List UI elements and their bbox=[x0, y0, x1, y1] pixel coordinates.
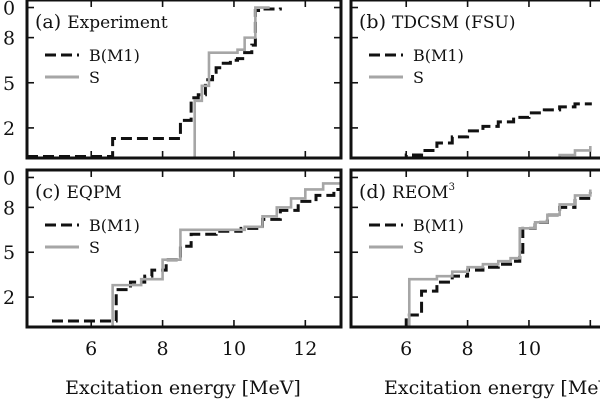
panel-letter: (b) bbox=[359, 11, 392, 33]
panel-letter: (c) bbox=[35, 181, 67, 203]
plot-frame bbox=[349, 0, 600, 160]
series-bm1-line bbox=[351, 102, 592, 158]
legend-label-bm1: B(M1) bbox=[413, 46, 464, 65]
legend-label-s: S bbox=[413, 238, 424, 257]
plot-frame bbox=[349, 168, 600, 329]
x-tick-label: 10 bbox=[222, 338, 246, 360]
legend-label-s: S bbox=[89, 238, 100, 257]
x-tick-label-right: 8 bbox=[462, 338, 474, 360]
series-s-line bbox=[27, 6, 270, 158]
panel-title: (a) Experiment bbox=[35, 11, 168, 33]
panel-d: (d) REOM3 B(M1) S bbox=[349, 168, 600, 329]
panel-title: (d) REOM3 bbox=[359, 181, 455, 203]
y-tick-label: 2 bbox=[3, 118, 15, 140]
series-bm1-line bbox=[51, 183, 341, 323]
panel-title: (b) TDCSM (FSU) bbox=[359, 11, 516, 33]
series-bm1-line bbox=[27, 7, 282, 158]
x-tick-label: 6 bbox=[85, 338, 97, 360]
panel-name: Experiment bbox=[67, 13, 168, 33]
legend-label-s: S bbox=[413, 68, 424, 87]
x-axis-label-left: Excitation energy [MeV] bbox=[65, 377, 301, 399]
x-tick-label-right: 10 bbox=[517, 338, 541, 360]
panel-a: (a) Experiment B(M1) S bbox=[25, 0, 343, 160]
x-axis-group: Excitation energy [MeV] Excitation energ… bbox=[65, 377, 600, 399]
series-s-line bbox=[387, 189, 592, 327]
x-tick-label-right: 6 bbox=[400, 338, 412, 360]
series-group bbox=[351, 102, 592, 158]
panel-letter: (d) bbox=[359, 181, 392, 203]
panel-b: (b) TDCSM (FSU) B(M1) S bbox=[349, 0, 600, 160]
x-tick-label: 8 bbox=[157, 338, 169, 360]
panel-name-superscript: 3 bbox=[449, 182, 455, 193]
plot-frame bbox=[25, 0, 343, 160]
y-tick-label: 5 bbox=[3, 242, 15, 264]
series-group bbox=[27, 6, 282, 158]
panel-title: (c) EQPM bbox=[35, 181, 122, 203]
y-tick-label: 5 bbox=[3, 73, 15, 95]
series-bm1-line bbox=[387, 192, 592, 327]
y-tick-label: 8 bbox=[3, 197, 15, 219]
legend-label-bm1: B(M1) bbox=[413, 216, 464, 235]
legend-label-s: S bbox=[89, 68, 100, 87]
panel-name: EQPM bbox=[67, 183, 122, 203]
series-s-line bbox=[51, 180, 341, 327]
legend-label-bm1: B(M1) bbox=[89, 46, 140, 65]
panel-name: REOM bbox=[392, 183, 449, 203]
y-tick-label: 0 bbox=[3, 0, 15, 20]
panel-name: TDCSM (FSU) bbox=[392, 13, 515, 33]
series-group bbox=[387, 189, 592, 327]
panel-letter: (a) bbox=[35, 11, 67, 33]
x-tick-label: 12 bbox=[293, 338, 317, 360]
plot-frame bbox=[25, 168, 343, 329]
panel-c: (c) EQPM B(M1) S bbox=[25, 168, 343, 329]
y-tick-label: 0 bbox=[3, 167, 15, 189]
panels: (a) Experiment B(M1) S (b) TDCSM (FSU) B(M1)… bbox=[3, 0, 600, 360]
legend-label-bm1: B(M1) bbox=[89, 216, 140, 235]
x-axis-label-right: Excitation energy [MeV] bbox=[384, 377, 600, 399]
y-tick-label: 8 bbox=[3, 28, 15, 50]
series-s-line bbox=[351, 145, 592, 158]
series-group bbox=[51, 180, 341, 327]
y-tick-label: 2 bbox=[3, 287, 15, 309]
